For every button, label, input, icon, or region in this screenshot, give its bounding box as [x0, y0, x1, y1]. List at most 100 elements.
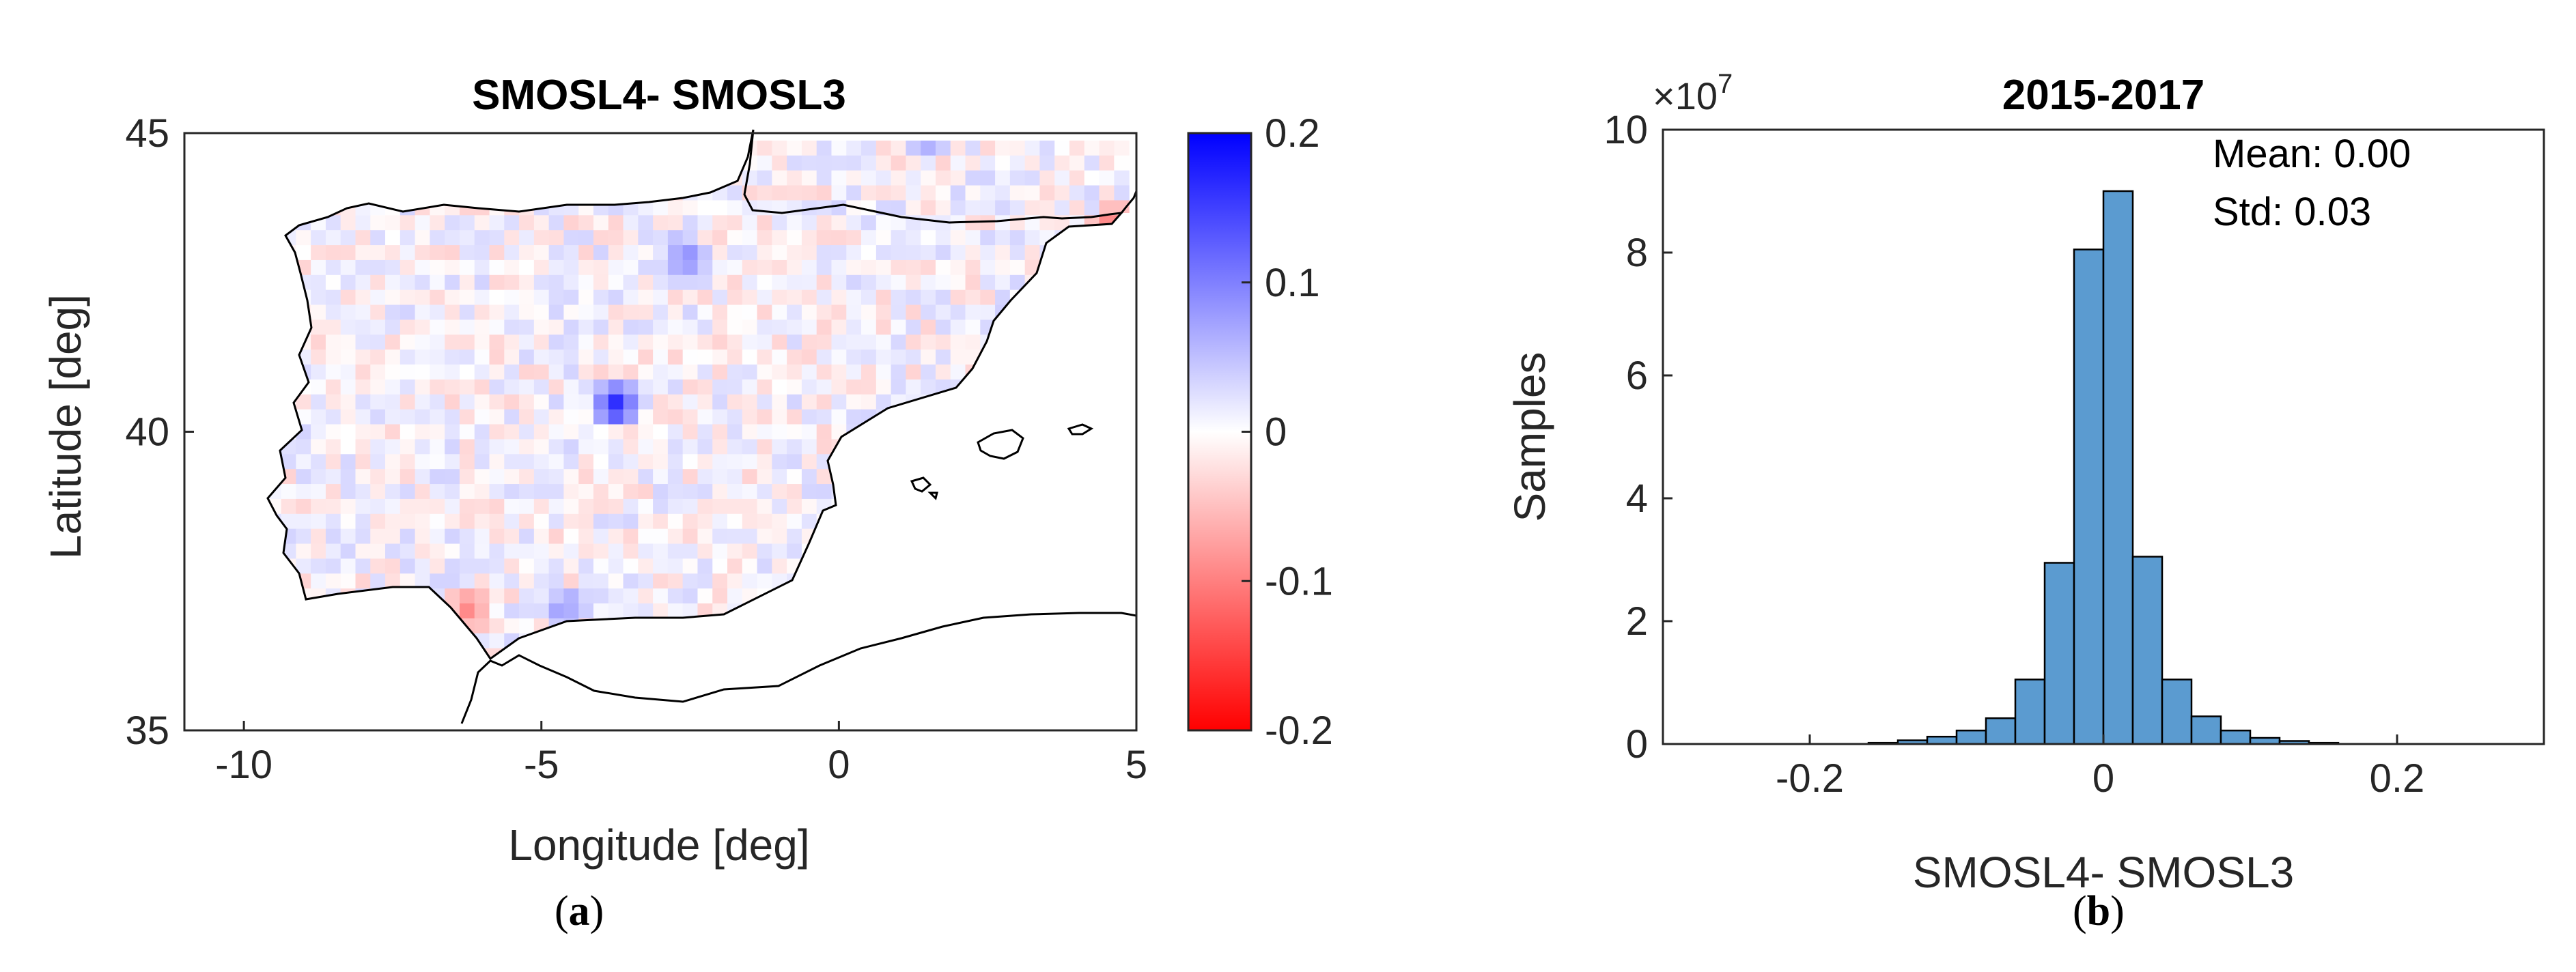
grid-cell: [548, 334, 565, 350]
grid-cell: [445, 543, 460, 560]
grid-cell: [400, 469, 416, 485]
grid-cell: [816, 349, 832, 365]
grid-cell: [638, 588, 654, 604]
grid-cell: [608, 498, 624, 515]
grid-cell: [965, 289, 981, 306]
grid-cell: [504, 618, 520, 634]
grid-cell: [548, 573, 565, 589]
grid-cell: [593, 573, 609, 589]
grid-cell: [846, 215, 862, 231]
grid-cell: [667, 304, 684, 321]
grid-cell: [727, 319, 743, 335]
grid-cell: [712, 424, 728, 440]
coastline-france: [1120, 190, 1138, 214]
grid-cell: [578, 364, 594, 380]
grid-cell: [474, 588, 490, 604]
grid-cell: [921, 274, 936, 291]
grid-cell: [370, 245, 386, 261]
grid-cell: [876, 349, 892, 365]
grid-cell: [831, 319, 847, 335]
grid-cell: [445, 230, 460, 246]
grid-cell: [445, 588, 460, 604]
grid-cell: [489, 379, 505, 395]
grid-cell: [563, 334, 579, 350]
coastline-formentera: [927, 491, 938, 500]
grid-cell: [578, 379, 594, 395]
grid-cell: [504, 588, 520, 604]
grid-cell: [504, 379, 520, 395]
grid-cell: [445, 364, 460, 380]
grid-cell: [370, 513, 386, 530]
grid-cell: [296, 513, 311, 530]
grid-cell: [667, 230, 684, 246]
grid-cell: [727, 200, 743, 216]
grid-cell: [682, 394, 699, 410]
grid-cell: [445, 215, 460, 231]
grid-cell: [548, 513, 565, 530]
grid-cell: [459, 603, 475, 619]
grid-cell: [504, 394, 520, 410]
grid-cell: [667, 439, 684, 455]
grid-cell: [608, 588, 624, 604]
grid-cell: [355, 394, 371, 410]
grid-cell: [311, 513, 326, 530]
grid-cell: [370, 394, 386, 410]
grid-cell: [340, 409, 356, 425]
grid-cell: [578, 259, 594, 276]
grid-cell: [831, 215, 847, 231]
grid-cell: [667, 454, 684, 470]
grid-cell: [965, 215, 981, 231]
grid-cell: [430, 349, 445, 365]
grid-cell: [682, 364, 699, 380]
map-y-tick-label: 45: [125, 111, 169, 156]
colorbar: 0.2 0.1 0 -0.1 -0.2: [1187, 111, 1333, 753]
grid-cell: [504, 573, 520, 589]
grid-cell: [846, 170, 862, 186]
grid-cell: [757, 469, 772, 485]
grid-cell: [533, 289, 550, 306]
grid-cell: [474, 454, 490, 470]
grid-cell: [921, 215, 936, 231]
grid-cell: [489, 454, 505, 470]
histogram-y-ticks: 0 2 4 6 8 10: [1604, 108, 1672, 767]
grid-cell: [921, 259, 936, 276]
grid-cell: [757, 259, 772, 276]
grid-cell: [593, 304, 609, 321]
grid-cell: [533, 469, 550, 485]
grid-cell: [415, 439, 430, 455]
grid-cell: [533, 513, 550, 530]
grid-cell: [816, 289, 832, 306]
grid-cell: [906, 259, 921, 276]
grid-cell: [831, 140, 847, 156]
grid-cell: [623, 230, 639, 246]
grid-cell: [445, 513, 460, 530]
grid-cell: [474, 334, 490, 350]
coastline-iberia: [266, 129, 1124, 661]
histogram-bar: [2073, 248, 2105, 745]
grid-cell: [355, 334, 371, 350]
grid-cell: [772, 245, 787, 261]
grid-cell: [445, 573, 460, 589]
map-y-ticks: 35 40 45: [125, 111, 194, 753]
grid-cell: [1069, 170, 1085, 186]
grid-cell: [474, 439, 490, 455]
grid-cell: [415, 424, 430, 440]
grid-cell: [623, 349, 639, 365]
grid-cell: [697, 588, 713, 604]
grid-cell: [533, 259, 550, 276]
grid-cell: [489, 230, 505, 246]
grid-cell: [682, 334, 699, 350]
grid-cell: [340, 558, 356, 574]
grid-cell: [995, 200, 1011, 216]
grid-cell: [667, 603, 684, 619]
grid-cell: [504, 603, 520, 619]
grid-cell: [667, 498, 684, 515]
grid-cell: [340, 349, 356, 365]
grid-cell: [638, 528, 654, 545]
grid-cell: [950, 185, 966, 201]
grid-cell: [950, 274, 966, 291]
grid-cell: [608, 274, 624, 291]
grid-cell: [1024, 170, 1041, 186]
grid-cell: [1054, 170, 1070, 186]
grid-cell: [578, 334, 594, 350]
